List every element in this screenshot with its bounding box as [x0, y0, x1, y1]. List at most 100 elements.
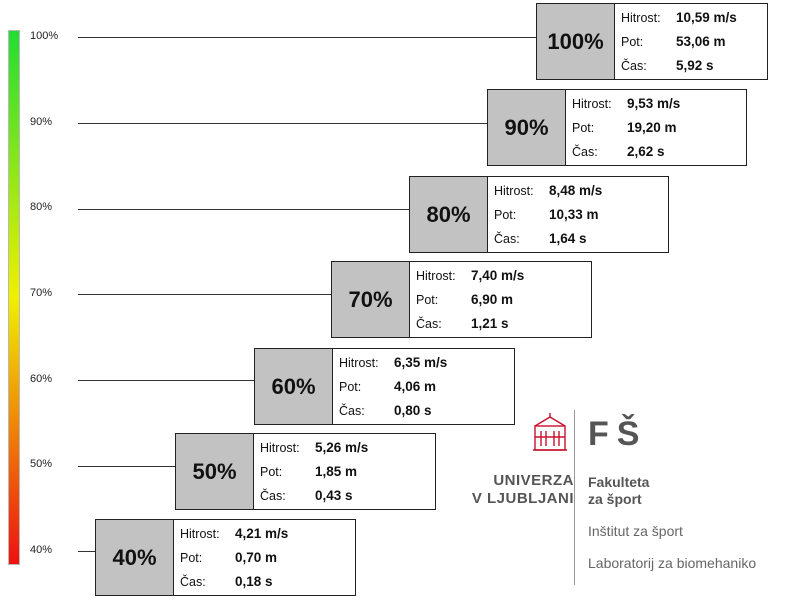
distance-row: Pot: 0,70 m [180, 549, 351, 567]
distance-label: Pot: [621, 35, 644, 49]
speed-value: 5,26 m/s [315, 440, 369, 455]
stats-panel: Hitrost: 6,35 m/s Pot: 4,06 m Čas: 0,80 s [333, 349, 514, 424]
level-card-70: 70% Hitrost: 7,40 m/s Pot: 6,90 m Čas: 1,21… [331, 261, 592, 338]
speed-label: Hitrost: [494, 184, 534, 198]
time-label: Čas: [494, 232, 520, 246]
laboratory-name: Laboratorij za biomehaniko [588, 555, 757, 571]
speed-label: Hitrost: [339, 356, 379, 370]
speed-label: Hitrost: [260, 441, 300, 455]
leader-line-100 [78, 37, 536, 38]
distance-label: Pot: [260, 465, 283, 479]
leader-line-60 [78, 380, 254, 381]
time-label: Čas: [572, 145, 598, 159]
leader-line-50 [78, 466, 175, 467]
distance-label: Pot: [180, 551, 203, 565]
leader-line-80 [78, 209, 409, 210]
distance-value: 4,06 m [394, 379, 437, 394]
scale-label-70: 70% [30, 287, 53, 299]
scale-label-50: 50% [30, 458, 53, 470]
time-row: Čas: 2,62 s [572, 143, 742, 161]
time-value: 1,21 s [471, 316, 509, 331]
time-row: Čas: 1,21 s [416, 315, 587, 333]
leader-line-40 [78, 551, 95, 552]
stats-panel: Hitrost: 7,40 m/s Pot: 6,90 m Čas: 1,21 s [410, 262, 591, 337]
distance-label: Pot: [339, 380, 362, 394]
speed-row: Hitrost: 4,21 m/s [180, 525, 351, 543]
distance-label: Pot: [416, 293, 439, 307]
scale-label-80: 80% [30, 201, 53, 213]
distance-label: Pot: [572, 121, 595, 135]
level-card-100: 100% Hitrost: 10,59 m/s Pot: 53,06 m Čas: 5… [536, 3, 768, 80]
faculty-mark: FŠ [588, 415, 648, 453]
distance-value: 19,20 m [627, 120, 677, 135]
speed-row: Hitrost: 5,26 m/s [260, 439, 431, 457]
speed-value: 4,21 m/s [235, 526, 289, 541]
time-label: Čas: [260, 489, 286, 503]
speed-label: Hitrost: [572, 97, 612, 111]
scale-label-90: 90% [30, 116, 53, 128]
leader-line-70 [78, 294, 331, 295]
time-value: 2,62 s [627, 144, 665, 159]
distance-value: 1,85 m [315, 464, 358, 479]
intensity-gradient-bar [8, 30, 20, 565]
percent-box: 50% [176, 434, 254, 509]
level-card-80: 80% Hitrost: 8,48 m/s Pot: 10,33 m Čas: 1,6… [409, 176, 669, 253]
speed-label: Hitrost: [621, 11, 661, 25]
university-name-line2: V LJUBLJANI [471, 490, 574, 507]
percent-box: 80% [410, 177, 488, 252]
distance-row: Pot: 53,06 m [621, 33, 763, 51]
scale-label-60: 60% [30, 373, 53, 385]
time-label: Čas: [416, 317, 442, 331]
time-row: Čas: 0,18 s [180, 573, 351, 591]
time-value: 0,80 s [394, 403, 432, 418]
leader-line-90 [78, 123, 487, 124]
distance-row: Pot: 4,06 m [339, 378, 510, 396]
speed-value: 9,53 m/s [627, 96, 681, 111]
stats-panel: Hitrost: 10,59 m/s Pot: 53,06 m Čas: 5,92 s [615, 4, 767, 79]
speed-label: Hitrost: [416, 269, 456, 283]
time-label: Čas: [339, 404, 365, 418]
percent-box: 90% [488, 90, 566, 165]
distance-value: 6,90 m [471, 292, 514, 307]
percent-box: 70% [332, 262, 410, 337]
percent-box: 40% [96, 520, 174, 595]
stats-panel: Hitrost: 5,26 m/s Pot: 1,85 m Čas: 0,43 s [254, 434, 435, 509]
time-row: Čas: 1,64 s [494, 230, 664, 248]
level-card-60: 60% Hitrost: 6,35 m/s Pot: 4,06 m Čas: 0,80… [254, 348, 515, 425]
speed-value: 6,35 m/s [394, 355, 448, 370]
university-emblem-icon [533, 413, 567, 451]
time-label: Čas: [180, 575, 206, 589]
faculty-name-line2: za šport [588, 491, 642, 507]
university-name-line1: UNIVERZA [493, 472, 574, 489]
distance-row: Pot: 10,33 m [494, 206, 664, 224]
speed-row: Hitrost: 6,35 m/s [339, 354, 510, 372]
distance-row: Pot: 6,90 m [416, 291, 587, 309]
distance-label: Pot: [494, 208, 517, 222]
time-value: 5,92 s [676, 58, 714, 73]
speed-value: 7,40 m/s [471, 268, 525, 283]
speed-value: 10,59 m/s [676, 10, 737, 25]
speed-value: 8,48 m/s [549, 183, 603, 198]
time-value: 0,43 s [315, 488, 353, 503]
speed-row: Hitrost: 9,53 m/s [572, 95, 742, 113]
time-row: Čas: 0,43 s [260, 487, 431, 505]
stats-panel: Hitrost: 9,53 m/s Pot: 19,20 m Čas: 2,62 s [566, 90, 746, 165]
logo-divider [574, 410, 575, 585]
time-value: 1,64 s [549, 231, 587, 246]
speed-row: Hitrost: 7,40 m/s [416, 267, 587, 285]
distance-row: Pot: 19,20 m [572, 119, 742, 137]
time-value: 0,18 s [235, 574, 273, 589]
level-card-50: 50% Hitrost: 5,26 m/s Pot: 1,85 m Čas: 0,43… [175, 433, 436, 510]
stats-panel: Hitrost: 8,48 m/s Pot: 10,33 m Čas: 1,64 s [488, 177, 668, 252]
speed-label: Hitrost: [180, 527, 220, 541]
time-row: Čas: 0,80 s [339, 402, 510, 420]
speed-row: Hitrost: 10,59 m/s [621, 9, 763, 27]
percent-box: 100% [537, 4, 615, 79]
scale-label-100: 100% [30, 30, 59, 42]
percent-box: 60% [255, 349, 333, 424]
faculty-name-line1: Fakulteta [588, 474, 650, 490]
time-label: Čas: [621, 59, 647, 73]
institute-name: Inštitut za šport [588, 523, 683, 539]
faculty-logo: UNIVERZA V LJUBLJANI FŠ Fakulteta za špo… [460, 410, 790, 590]
scale-label-40: 40% [30, 544, 53, 556]
